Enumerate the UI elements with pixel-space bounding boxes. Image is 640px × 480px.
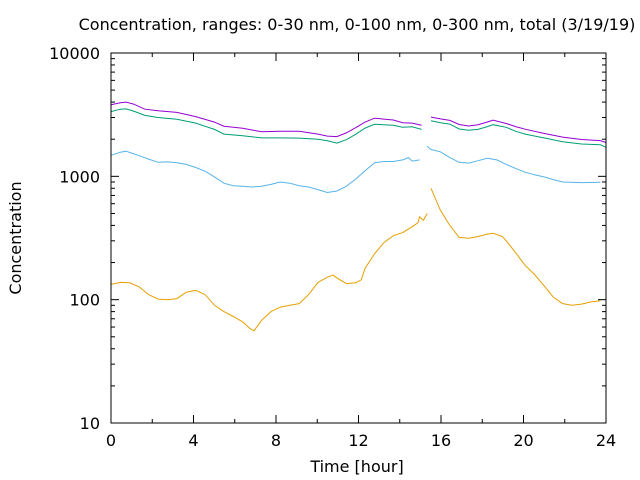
y-tick-label: 10000 [49,44,100,63]
y-axis: 10 100 1000 10000 [49,44,606,433]
plot-lines [110,101,607,332]
x-tick-label: 16 [431,431,451,450]
series-0-line-0 [110,213,428,332]
x-tick-label: 8 [271,431,281,450]
x-tick-label: 12 [348,431,368,450]
series-1-line-1 [426,146,601,184]
plot-frame [110,52,607,424]
series-3-line-1 [430,116,607,143]
series-2-line-1 [430,120,607,148]
series-1-line-0 [110,150,420,194]
x-tick-label: 4 [188,431,198,450]
x-tick-label: 0 [106,431,116,450]
chart-title: Concentration, ranges: 0-30 nm, 0-100 nm… [79,15,636,34]
y-tick-label: 10 [80,414,100,433]
y-tick-label: 1000 [59,167,100,186]
series-0-line-1 [430,188,601,306]
x-tick-label: 20 [513,431,533,450]
series-2-line-0 [110,108,422,144]
y-tick-label: 100 [69,291,100,310]
x-axis-title: Time [hour] [309,457,403,476]
y-axis-title: Concentration [6,181,25,294]
x-axis: 0 4 8 12 16 20 24 [106,53,616,450]
series-3-line-0 [110,101,422,138]
x-tick-label: 24 [596,431,616,450]
